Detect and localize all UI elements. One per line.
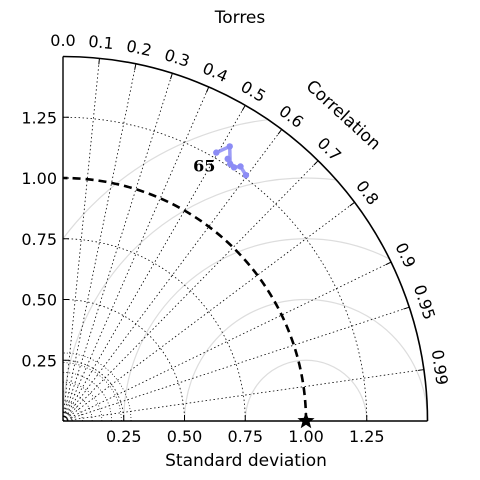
rms-contour xyxy=(63,116,428,421)
rms-contours xyxy=(63,116,428,421)
data-point xyxy=(242,171,250,179)
correlation-tick-mark xyxy=(313,160,319,166)
std-grid-arc xyxy=(63,401,83,421)
correlation-grid-line xyxy=(62,160,319,422)
y-tick-label: 1.25 xyxy=(21,108,57,127)
x-axis-label: Standard deviation xyxy=(165,451,327,471)
outer-arc xyxy=(62,55,429,422)
correlation-tick-mark xyxy=(349,201,355,207)
x-tick-label: 0.50 xyxy=(167,427,203,446)
correlation-tick-label: 0.2 xyxy=(125,36,154,60)
x-tick-label: 0.25 xyxy=(106,427,142,446)
x-tick-label: 1.00 xyxy=(288,427,324,446)
std-grid-arc xyxy=(63,410,74,421)
std-grid-arc xyxy=(62,299,185,422)
y-tick-label: 0.25 xyxy=(21,351,57,370)
chart-title: Torres xyxy=(214,8,266,28)
x-tick-label: 1.25 xyxy=(349,427,385,446)
correlation-tick-label: 0.95 xyxy=(410,282,439,322)
data-point xyxy=(237,163,244,170)
correlation-tick-mark xyxy=(385,261,392,266)
correlation-axis-label: Correlation xyxy=(302,76,385,154)
correlation-tick-mark xyxy=(241,105,246,111)
reference-star xyxy=(297,412,315,429)
reference-std-arc xyxy=(62,176,308,422)
correlation-tick-mark xyxy=(134,63,137,70)
correlation-grid-line xyxy=(62,105,246,422)
std-grid-arc xyxy=(63,381,103,421)
correlation-tick-label: 0.3 xyxy=(162,45,192,71)
correlation-grid-line xyxy=(62,201,355,422)
axes xyxy=(62,55,429,422)
correlation-tick-label: 0.5 xyxy=(237,77,269,106)
correlation-tick-label: 0.0 xyxy=(50,31,75,50)
tick-labels: 0.25 0.25 0.50 0.50 0.75 0.75 1.00 1.00 1.25 1.25… xyxy=(21,31,451,446)
correlation-tick-label: 0.1 xyxy=(87,32,114,53)
grid-lines xyxy=(62,56,424,422)
std-grid-arc xyxy=(63,372,112,421)
correlation-grid-line xyxy=(62,63,137,422)
correlation-grid-line xyxy=(62,306,410,422)
correlation-grid-line xyxy=(62,129,283,422)
correlation-tick-label: 0.99 xyxy=(428,348,452,386)
correlation-grid-line xyxy=(62,58,100,422)
correlation-tick-mark xyxy=(98,58,100,65)
std-grid-arc xyxy=(62,238,246,422)
std-grid-arc xyxy=(63,362,122,421)
series-label: 65 xyxy=(193,157,215,176)
rms-contour xyxy=(244,359,368,421)
correlation-grid-line xyxy=(62,73,173,422)
rms-contour xyxy=(183,298,428,421)
correlation-tick-mark xyxy=(170,73,173,80)
data-point xyxy=(226,143,233,150)
correlation-tick-label: 0.9 xyxy=(391,240,419,271)
correlation-tick-mark xyxy=(277,129,283,135)
correlation-tick-mark xyxy=(403,306,410,310)
data-point xyxy=(224,155,231,163)
x-tick-label: 0.75 xyxy=(227,427,263,446)
rms-contour xyxy=(63,177,428,421)
correlation-tick-mark xyxy=(417,369,424,371)
std-grid-arc xyxy=(63,352,132,421)
y-tick-label: 0.50 xyxy=(21,291,57,310)
data-series: 65 xyxy=(193,143,315,429)
correlation-grid-line xyxy=(62,86,210,422)
correlation-tick-label: 0.4 xyxy=(200,58,231,86)
rms-contour xyxy=(123,238,428,421)
y-tick-label: 1.00 xyxy=(21,169,57,188)
correlation-grid-line xyxy=(62,261,392,422)
series-line xyxy=(215,144,248,177)
correlation-tick-mark xyxy=(205,86,210,93)
data-point xyxy=(213,149,220,156)
correlation-grid-line xyxy=(62,369,424,422)
data-point xyxy=(230,164,238,171)
y-tick-label: 0.75 xyxy=(21,230,57,249)
